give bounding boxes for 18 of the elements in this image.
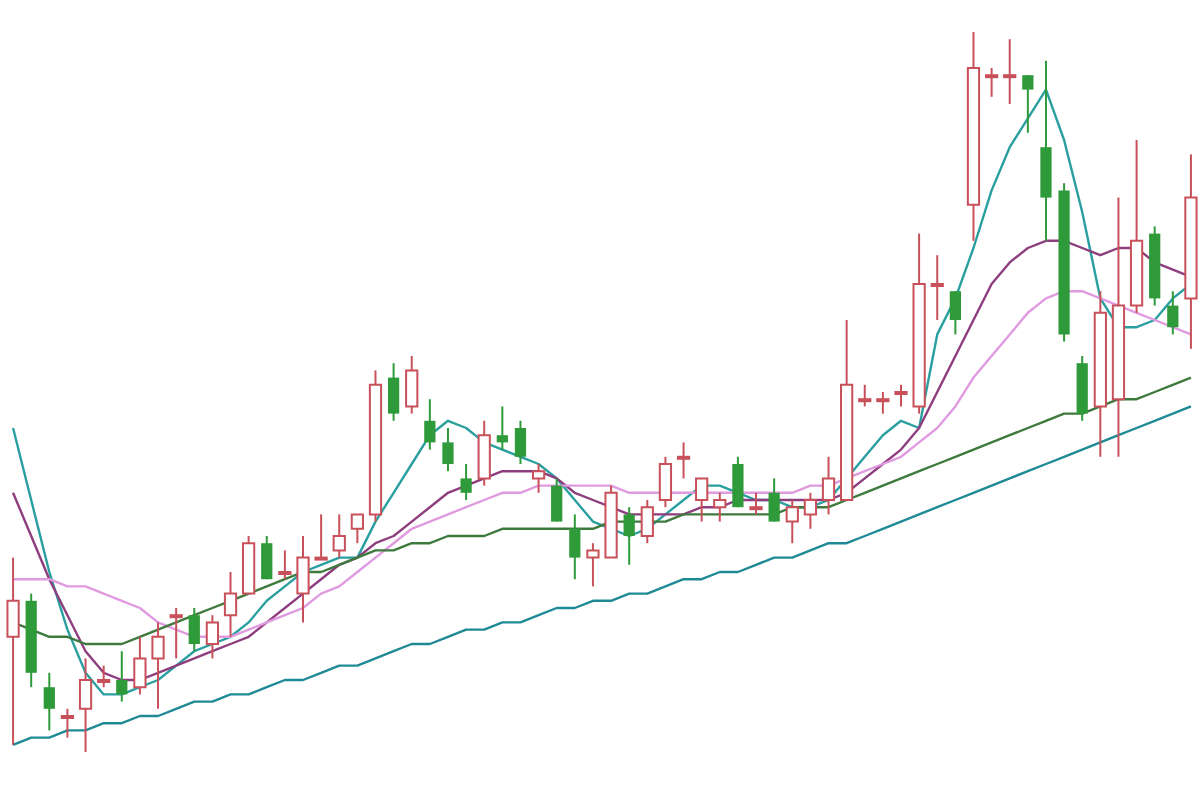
candlestick	[442, 427, 454, 473]
candlestick	[569, 513, 581, 581]
candlestick	[43, 671, 55, 732]
candlestick	[949, 290, 961, 336]
candlestick	[1167, 290, 1179, 336]
candlestick	[1022, 74, 1034, 134]
candlestick	[116, 650, 128, 703]
candlestick	[460, 463, 472, 501]
candlestick	[387, 362, 400, 422]
candlestick	[623, 506, 635, 566]
candlestick	[551, 477, 563, 523]
candlestick	[514, 419, 527, 465]
candlestick	[261, 535, 273, 581]
candlestick	[732, 455, 744, 509]
candlestick	[496, 405, 508, 451]
candlestick	[188, 607, 200, 653]
candlestick	[768, 477, 780, 523]
candlestick	[424, 398, 436, 451]
